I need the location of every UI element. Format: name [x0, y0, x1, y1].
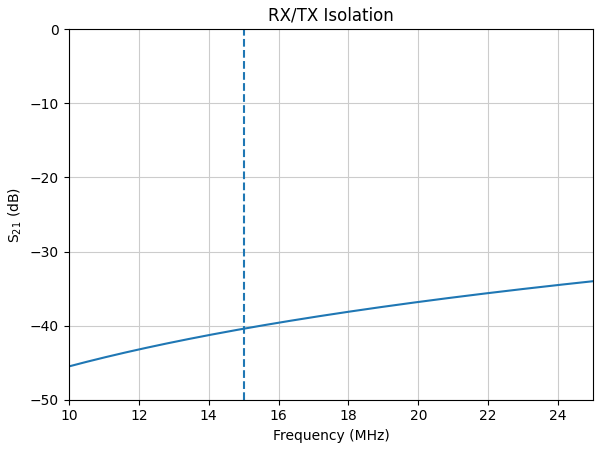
X-axis label: Frequency (MHz): Frequency (MHz) — [272, 429, 389, 443]
Y-axis label: S$_{21}$ (dB): S$_{21}$ (dB) — [7, 186, 25, 243]
Title: RX/TX Isolation: RX/TX Isolation — [268, 7, 394, 25]
